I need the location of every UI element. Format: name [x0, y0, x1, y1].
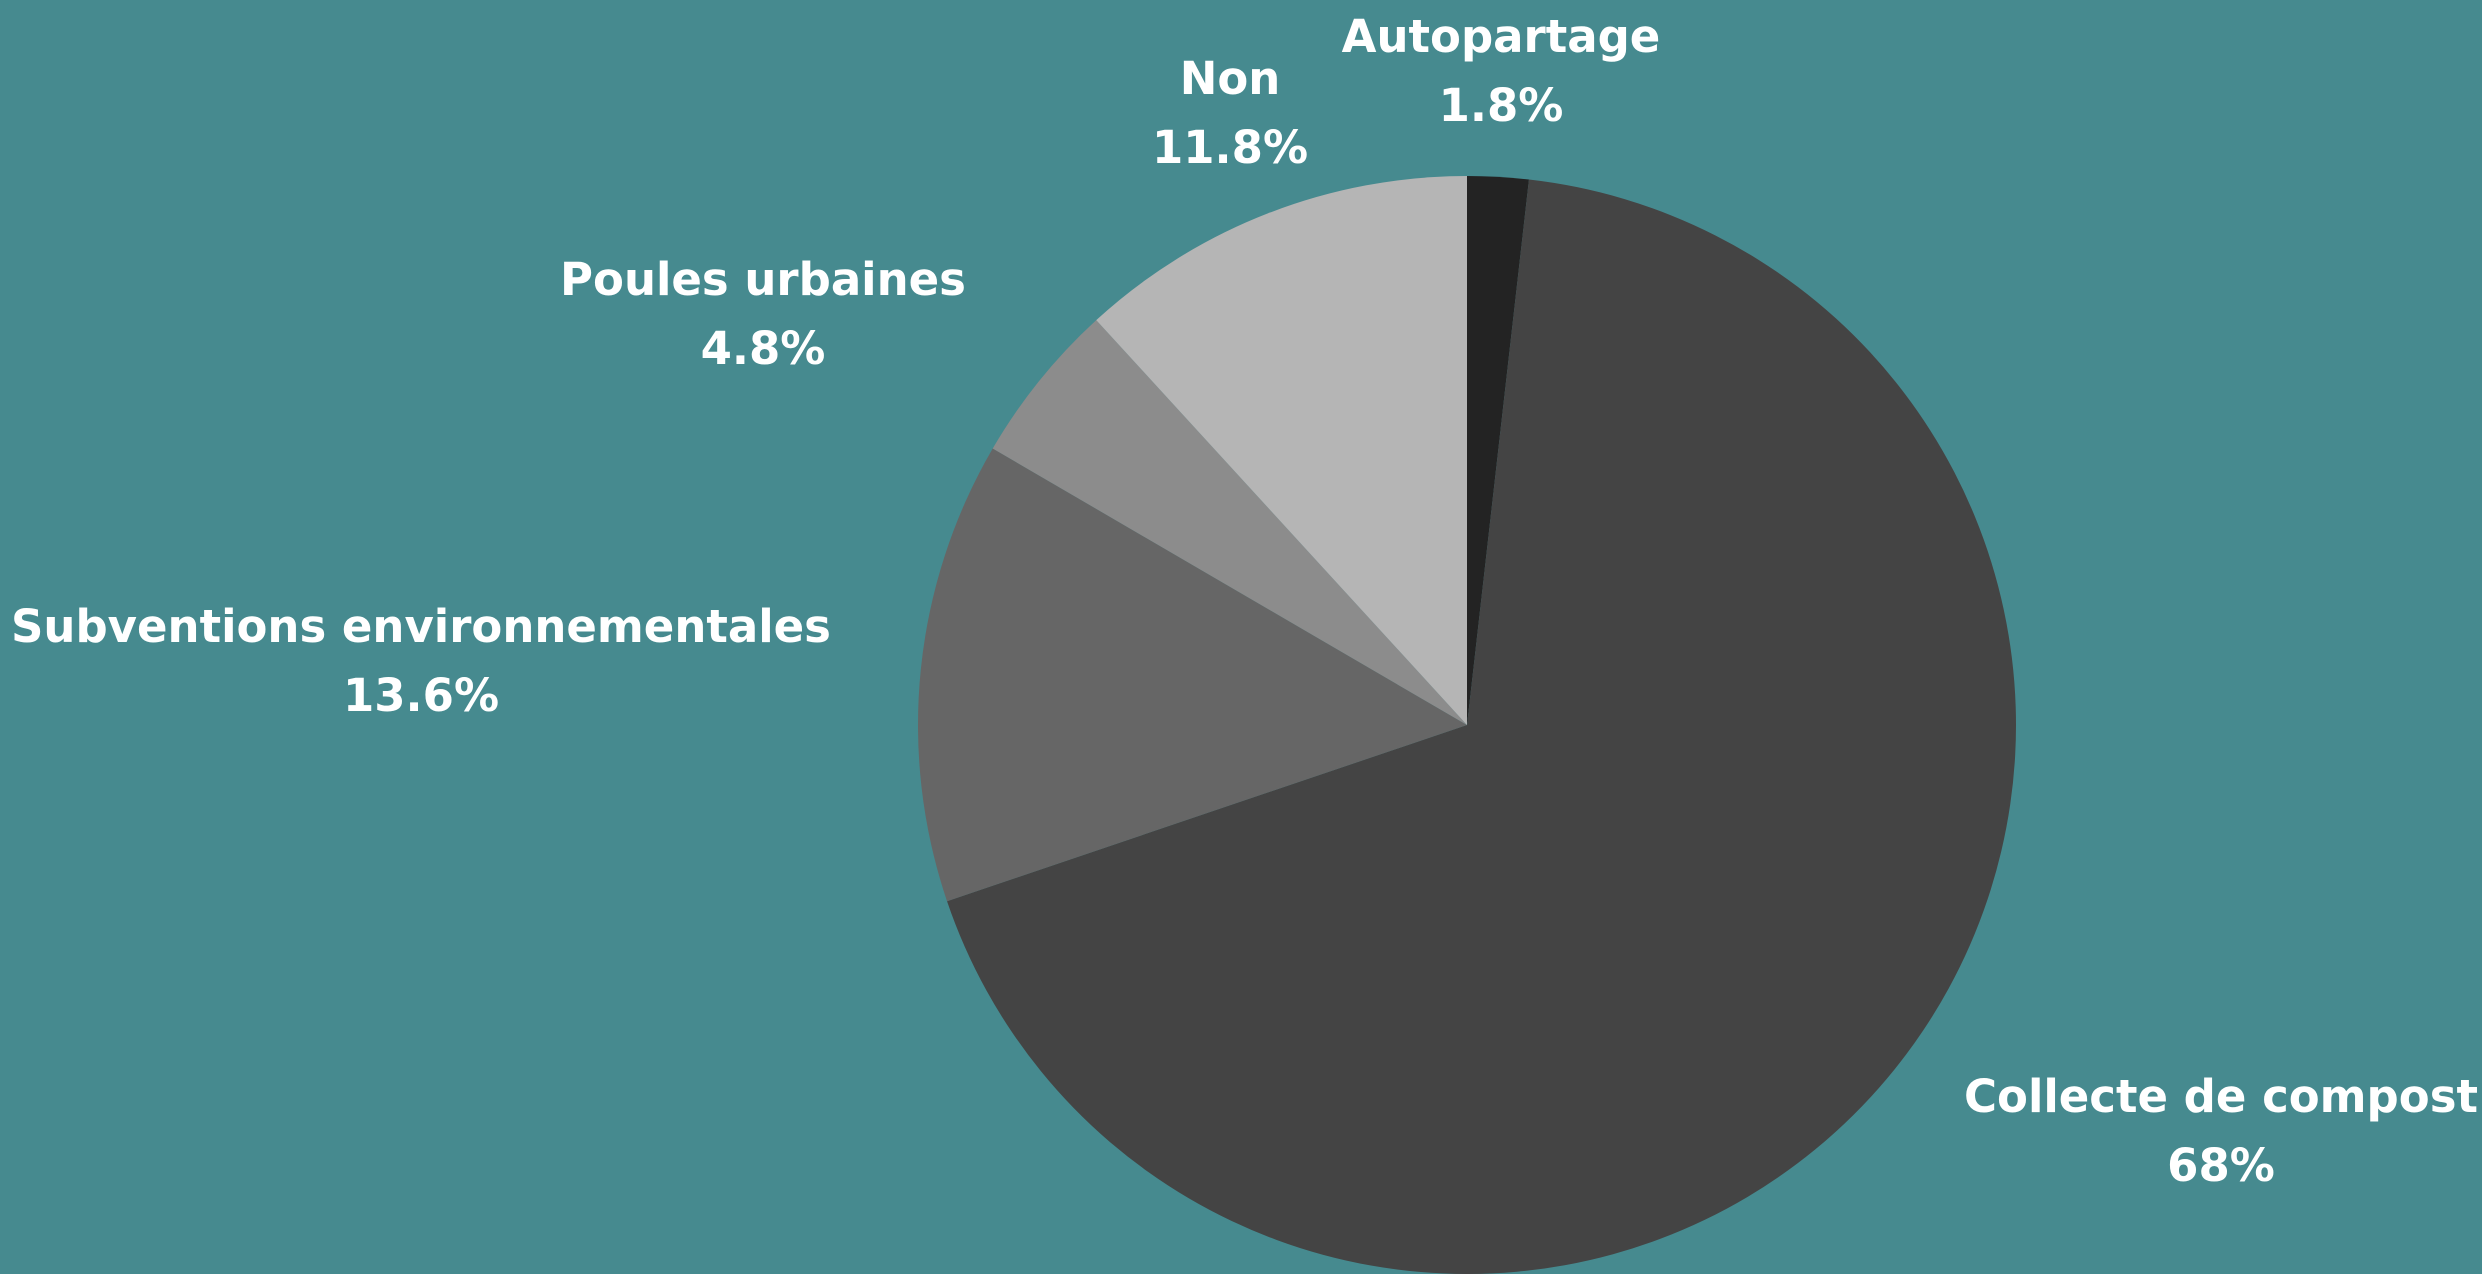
slice-label: Non: [1180, 52, 1281, 105]
slice-label: Subventions environnementales: [11, 600, 831, 653]
slice-label: Poules urbaines: [560, 253, 966, 306]
slice-label: Autopartage: [1342, 10, 1661, 63]
pie-slice: [1467, 176, 1529, 725]
slice-value: 13.6%: [343, 669, 499, 722]
pie-slice: [917, 448, 1467, 902]
slice-value: 4.8%: [701, 322, 826, 375]
slice-value: 11.8%: [1152, 121, 1308, 174]
pie-slice: [1096, 176, 1467, 725]
slice-label: Collecte de compost: [1964, 1070, 2478, 1123]
slice-value: 1.8%: [1439, 79, 1564, 132]
slice-value: 68%: [2167, 1139, 2275, 1192]
pie-slice: [992, 320, 1467, 725]
pie-slice: [947, 179, 2016, 1274]
